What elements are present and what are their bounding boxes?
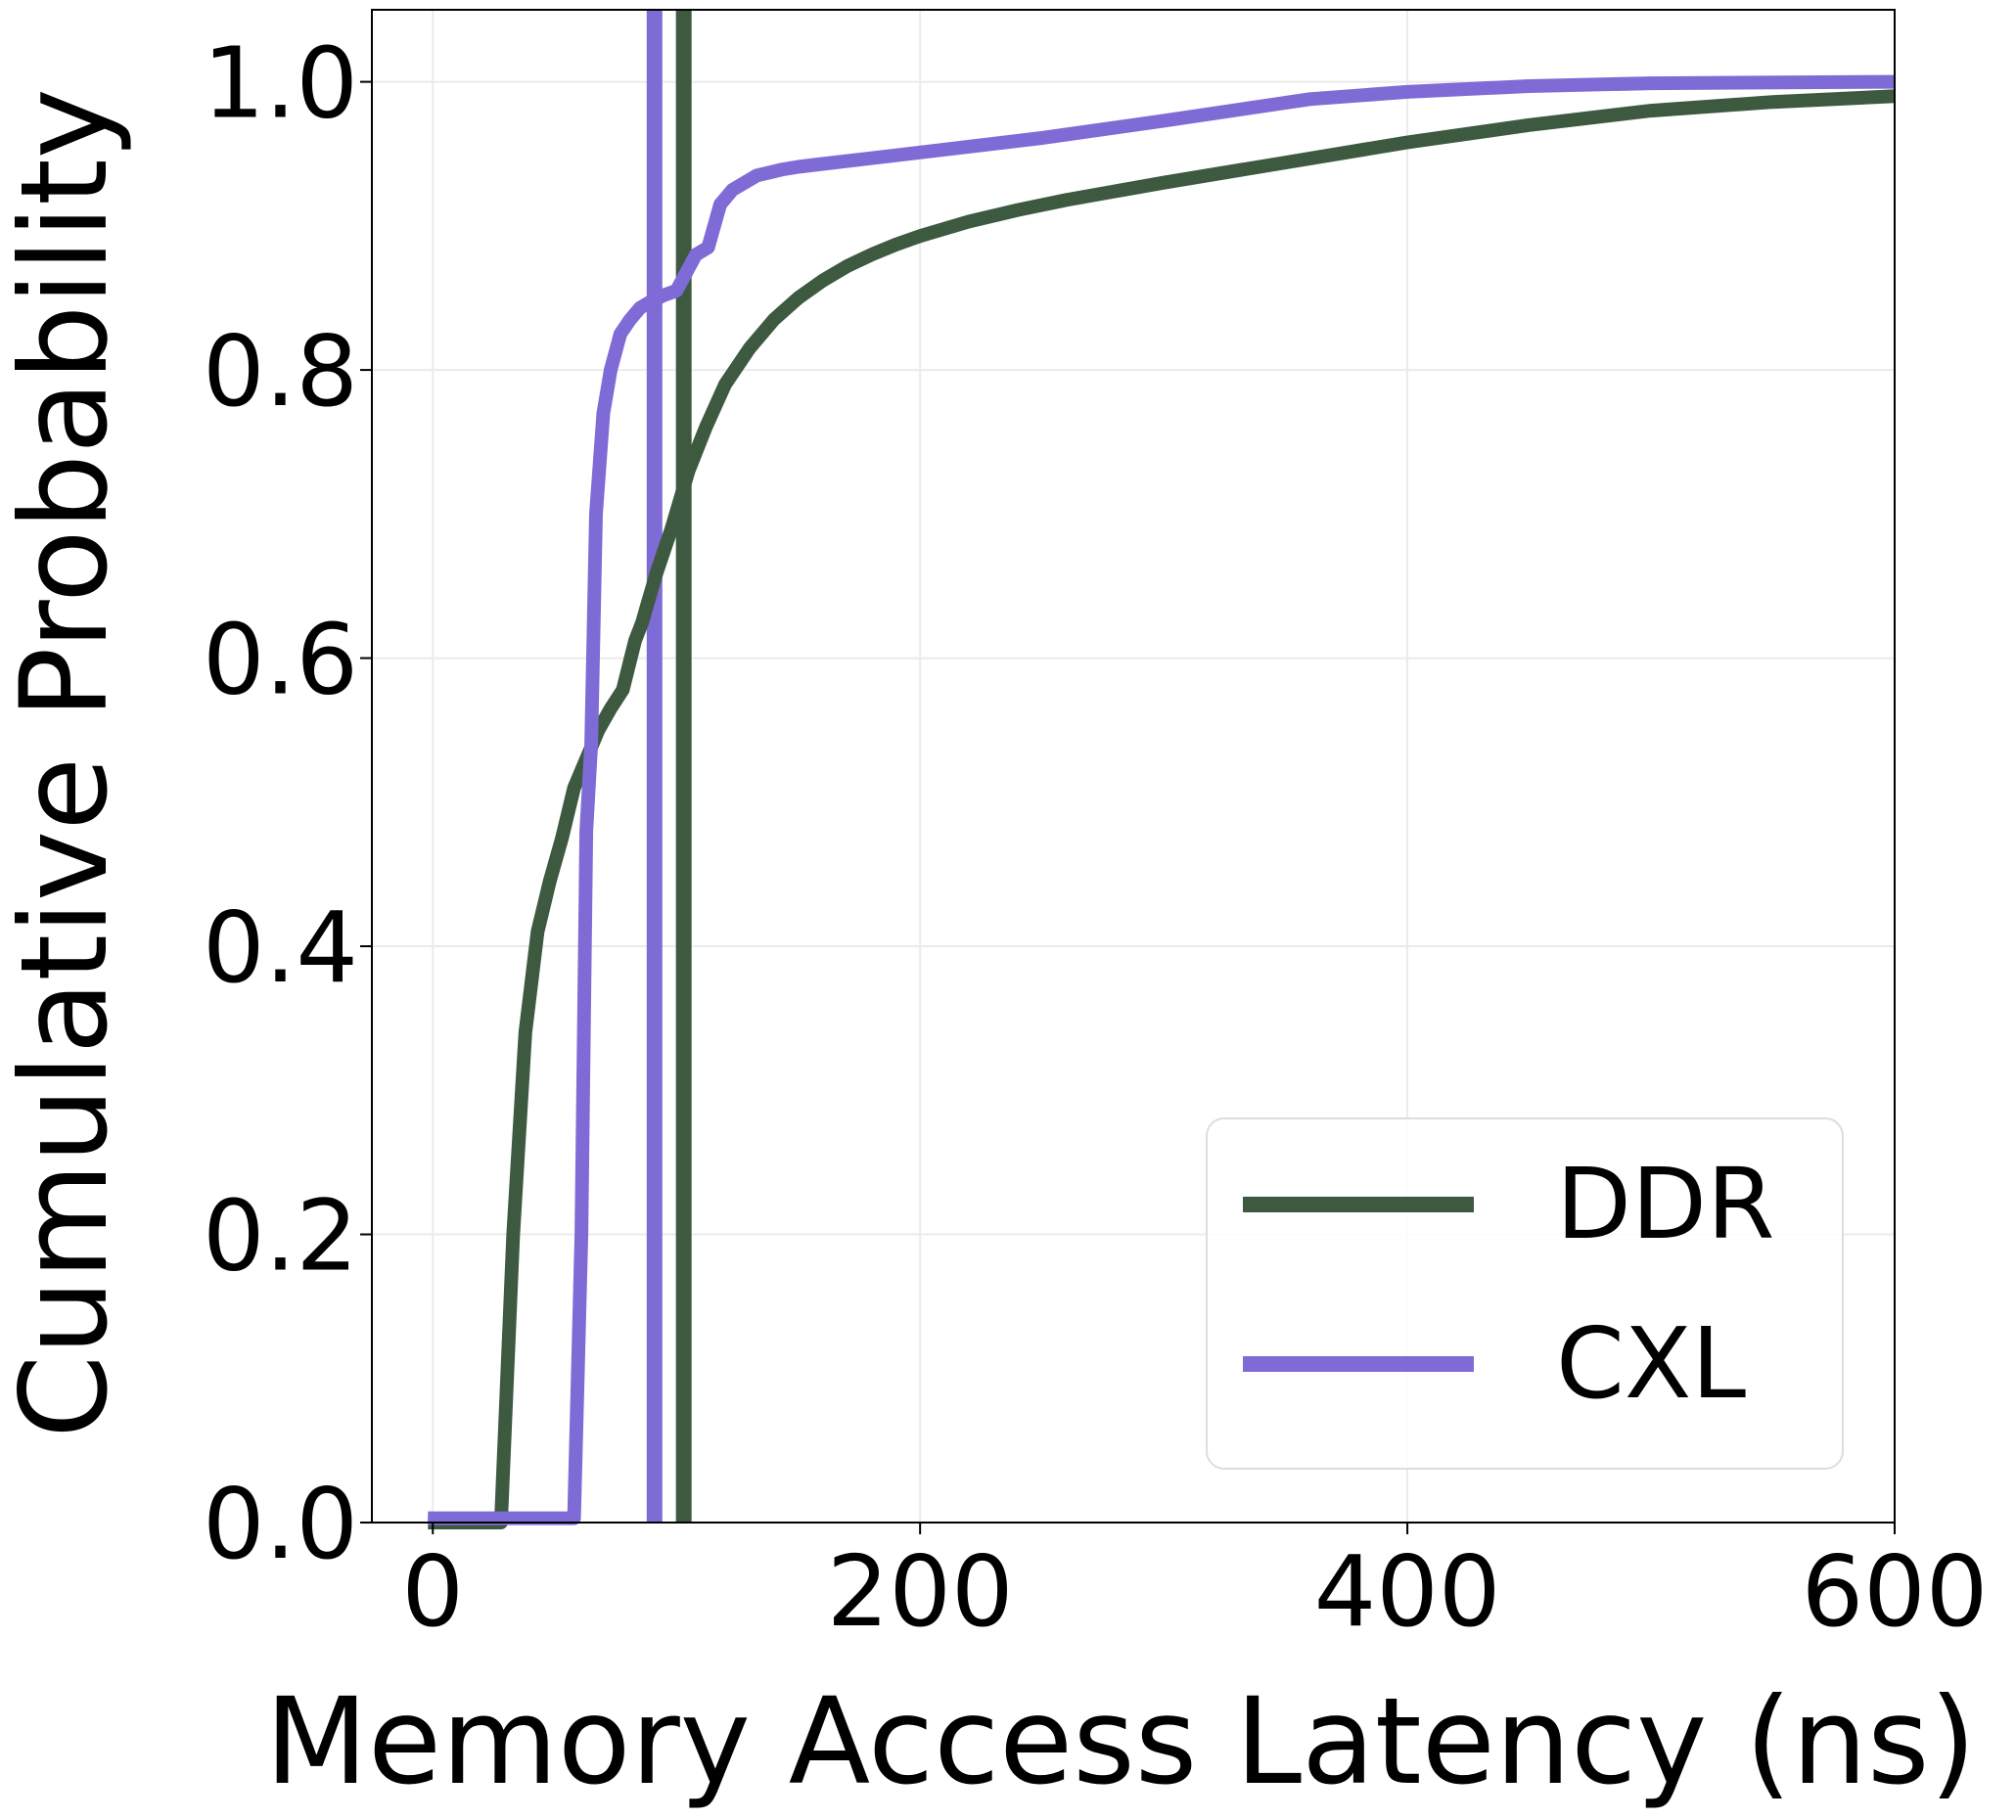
plot-frame: [371, 9, 1896, 1524]
median-lines: [646, 10, 692, 1523]
x-tick-label: 600: [1802, 1534, 1989, 1649]
legend-label-cxl: CXL: [1556, 1306, 1746, 1421]
y-tick-label: 0.4: [203, 890, 358, 1005]
series-lines: [428, 74, 1896, 1529]
y-tick-label: 0.0: [203, 1467, 358, 1581]
legend: DDR CXL: [1206, 1117, 1844, 1470]
x-axis-ticks: 0 200 400 600: [401, 1523, 1988, 1649]
y-tick-label: 0.8: [203, 314, 358, 429]
y-axis-label: Cumulative Probability: [0, 88, 134, 1438]
y-tick-label: 1.0: [203, 26, 358, 141]
legend-label-ddr: DDR: [1556, 1147, 1775, 1261]
y-axis-ticks: 0.0 0.2 0.4 0.6 0.8 1.0: [203, 26, 372, 1581]
x-tick-label: 0: [401, 1534, 464, 1649]
y-tick-label: 0.2: [203, 1179, 358, 1294]
series-line-ddr: [428, 89, 1896, 1529]
y-tick-label: 0.6: [203, 603, 358, 717]
x-tick-label: 200: [827, 1534, 1014, 1649]
series-line-cxl: [428, 74, 1896, 1525]
x-axis-label: Memory Access Latency (ns): [265, 1672, 1976, 1811]
x-tick-label: 400: [1314, 1534, 1501, 1649]
